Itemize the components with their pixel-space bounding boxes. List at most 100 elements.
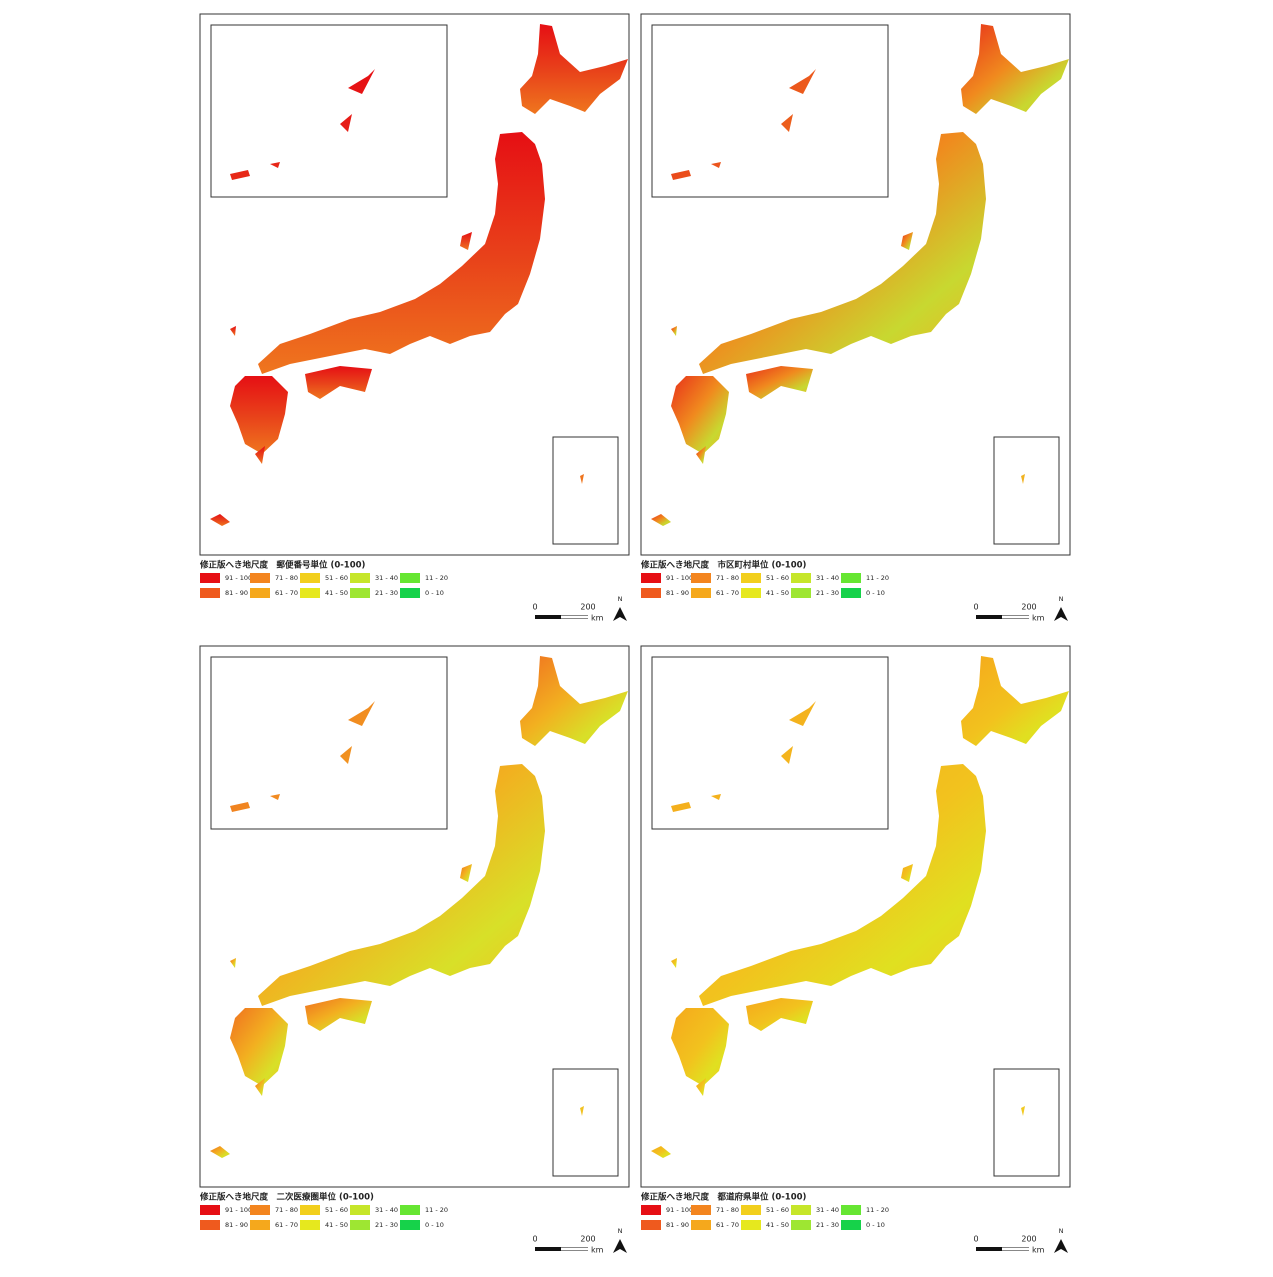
map-panel: 修正版へき地尺度 郵便番号単位 (0-100) 91 - 100 81 - 90 71… (199, 13, 630, 623)
legend-label: 51 - 60 (325, 574, 348, 582)
scale-label: 200 (1021, 603, 1036, 612)
legend-label: 61 - 70 (275, 1221, 298, 1229)
legend-swatch (741, 1205, 761, 1215)
legend-swatch (250, 588, 270, 598)
legend-label: 0 - 10 (866, 589, 885, 597)
legend-label: 21 - 30 (816, 589, 839, 597)
scale-label: 0 (973, 1235, 978, 1244)
legend-swatch (300, 588, 320, 598)
legend-swatch (250, 573, 270, 583)
scale-unit: km (591, 614, 604, 623)
legend-swatch (791, 1205, 811, 1215)
legend-label: 31 - 40 (375, 1206, 398, 1214)
inset-frame (552, 1068, 619, 1177)
legend-swatch (200, 1205, 220, 1215)
legend-swatch (791, 573, 811, 583)
north-arrow (1054, 607, 1068, 621)
legend-swatch (300, 1220, 320, 1230)
legend-label: 91 - 100 (666, 1206, 693, 1214)
map-panel: 修正版へき地尺度 都道府県単位 (0-100) 91 - 100 81 - 90 71… (640, 645, 1071, 1255)
legend-swatch (400, 1205, 420, 1215)
legend-swatch (400, 1220, 420, 1230)
legend-swatch (841, 1205, 861, 1215)
legend-label: 41 - 50 (766, 1221, 789, 1229)
scale-label: 200 (580, 1235, 595, 1244)
map-title: 修正版へき地尺度 都道府県単位 (0-100) (640, 1192, 807, 1203)
legend-swatch (250, 1220, 270, 1230)
scale-label: 200 (1021, 1235, 1036, 1244)
inset-frame (552, 436, 619, 545)
legend-label: 71 - 80 (275, 574, 298, 582)
inset-frame (993, 1068, 1060, 1177)
legend-swatch (350, 1205, 370, 1215)
scale-bar (1002, 615, 1029, 619)
map-title: 修正版へき地尺度 市区町村単位 (0-100) (640, 560, 807, 571)
scale-unit: km (1032, 1246, 1045, 1255)
scale-label: 0 (532, 1235, 537, 1244)
legend-label: 81 - 90 (225, 589, 248, 597)
legend-label: 91 - 100 (666, 574, 693, 582)
legend-swatch (691, 573, 711, 583)
scale-unit: km (1032, 614, 1045, 623)
map-frame (199, 13, 630, 556)
legend-label: 11 - 20 (866, 574, 889, 582)
scale-unit: km (591, 1246, 604, 1255)
legend-label: 41 - 50 (325, 1221, 348, 1229)
scale-bar (561, 615, 588, 619)
legend-label: 61 - 70 (716, 589, 739, 597)
inset-frame (651, 24, 889, 198)
legend-label: 21 - 30 (375, 589, 398, 597)
legend-swatch (691, 588, 711, 598)
legend-swatch (841, 1220, 861, 1230)
scale-label: 0 (532, 603, 537, 612)
legend-swatch (741, 588, 761, 598)
legend-label: 11 - 20 (425, 1206, 448, 1214)
legend-swatch (691, 1205, 711, 1215)
legend-label: 11 - 20 (425, 574, 448, 582)
legend-label: 21 - 30 (816, 1221, 839, 1229)
legend-swatch (300, 1205, 320, 1215)
north-label: N (1059, 1227, 1064, 1235)
legend-label: 51 - 60 (325, 1206, 348, 1214)
legend-label: 31 - 40 (816, 1206, 839, 1214)
legend-swatch (741, 1220, 761, 1230)
legend-label: 51 - 60 (766, 574, 789, 582)
north-label: N (1059, 595, 1064, 603)
legend-label: 0 - 10 (425, 589, 444, 597)
legend-swatch (200, 1220, 220, 1230)
map-frame (640, 13, 1071, 556)
legend-swatch (791, 588, 811, 598)
legend-swatch (791, 1220, 811, 1230)
map-title: 修正版へき地尺度 二次医療圏単位 (0-100) (199, 1192, 374, 1203)
legend-swatch (350, 573, 370, 583)
legend-swatch (400, 573, 420, 583)
legend-label: 71 - 80 (275, 1206, 298, 1214)
legend-label: 91 - 100 (225, 574, 252, 582)
legend-label: 61 - 70 (275, 589, 298, 597)
map-panel: 修正版へき地尺度 市区町村単位 (0-100) 91 - 100 81 - 90 71… (640, 13, 1071, 623)
north-arrow (613, 607, 627, 621)
legend-swatch (350, 1220, 370, 1230)
legend-swatch (841, 573, 861, 583)
legend-swatch (641, 1220, 661, 1230)
north-arrow (1054, 1239, 1068, 1253)
scale-bar (561, 1247, 588, 1251)
scale-bar (1002, 1247, 1029, 1251)
legend-swatch (200, 588, 220, 598)
legend-swatch (350, 588, 370, 598)
scale-label: 200 (580, 603, 595, 612)
inset-frame (993, 436, 1060, 545)
north-label: N (618, 595, 623, 603)
legend-label: 31 - 40 (375, 574, 398, 582)
legend-label: 51 - 60 (766, 1206, 789, 1214)
north-label: N (618, 1227, 623, 1235)
legend-label: 41 - 50 (325, 589, 348, 597)
legend-swatch (300, 573, 320, 583)
legend-swatch (641, 1205, 661, 1215)
map-frame (640, 645, 1071, 1188)
legend-label: 0 - 10 (866, 1221, 885, 1229)
legend-label: 21 - 30 (375, 1221, 398, 1229)
legend-swatch (641, 588, 661, 598)
